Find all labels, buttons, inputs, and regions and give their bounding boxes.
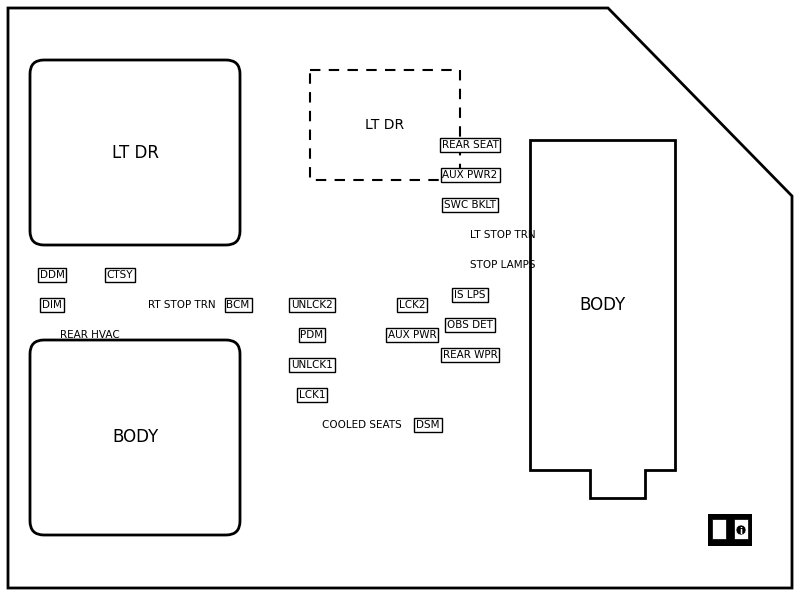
Text: OBS DET: OBS DET <box>447 320 493 330</box>
Text: UNLCK1: UNLCK1 <box>291 360 333 370</box>
FancyBboxPatch shape <box>30 60 240 245</box>
Bar <box>310 70 460 180</box>
Bar <box>734 519 748 539</box>
Text: LT STOP TRN: LT STOP TRN <box>470 230 536 240</box>
Text: DIM: DIM <box>42 300 62 310</box>
Text: PDM: PDM <box>301 330 323 340</box>
Text: LCK1: LCK1 <box>298 390 326 400</box>
Text: REAR SEAT: REAR SEAT <box>442 140 498 150</box>
Text: BODY: BODY <box>579 296 626 314</box>
Text: IS LPS: IS LPS <box>454 290 486 300</box>
Text: AUX PWR2: AUX PWR2 <box>442 170 498 180</box>
Text: STOP LAMPS: STOP LAMPS <box>470 260 535 270</box>
Text: LCK2: LCK2 <box>398 300 426 310</box>
Bar <box>708 514 752 546</box>
Text: i: i <box>739 526 742 535</box>
Text: LT DR: LT DR <box>111 144 158 162</box>
Bar <box>712 519 726 539</box>
Text: DSM: DSM <box>416 420 440 430</box>
Polygon shape <box>530 140 675 498</box>
Text: AUX PWR: AUX PWR <box>388 330 436 340</box>
Circle shape <box>736 525 746 535</box>
Text: CTSY: CTSY <box>106 270 134 280</box>
Text: BCM: BCM <box>226 300 250 310</box>
Text: REAR HVAC: REAR HVAC <box>60 330 120 340</box>
Text: SWC BKLT: SWC BKLT <box>444 200 496 210</box>
Text: LT DR: LT DR <box>366 118 405 132</box>
Text: COOLED SEATS: COOLED SEATS <box>322 420 402 430</box>
Text: UNLCK2: UNLCK2 <box>291 300 333 310</box>
Text: DDM: DDM <box>39 270 65 280</box>
FancyBboxPatch shape <box>30 340 240 535</box>
Text: REAR WPR: REAR WPR <box>442 350 498 360</box>
Text: BODY: BODY <box>112 429 158 446</box>
Polygon shape <box>8 8 792 588</box>
Text: RT STOP TRN: RT STOP TRN <box>148 300 216 310</box>
